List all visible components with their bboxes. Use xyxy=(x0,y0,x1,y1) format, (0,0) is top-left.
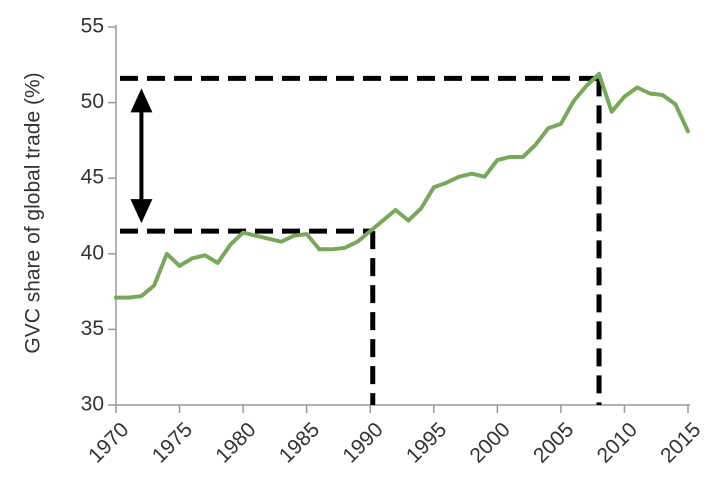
x-tick-label: 1975 xyxy=(148,418,197,467)
reference-lines xyxy=(120,75,602,405)
y-tick-label: 35 xyxy=(81,317,104,340)
x-tick-label: 2000 xyxy=(465,418,514,467)
y-tick-label: 40 xyxy=(81,241,104,264)
x-tick-label: 2010 xyxy=(593,418,642,467)
x-tick-label: 1995 xyxy=(402,418,451,467)
series-group xyxy=(114,71,690,300)
axes xyxy=(115,25,690,406)
x-tick-label: 1970 xyxy=(84,418,133,467)
x-tick-label: 2005 xyxy=(529,418,578,467)
y-tick-label: 30 xyxy=(81,393,104,416)
y-axis-title: GVC share of global trade (%) xyxy=(22,72,45,353)
x-tick-label: 1990 xyxy=(338,418,387,467)
double-arrow-head-up xyxy=(130,88,153,113)
y-axis-ticks: 30 35 40 45 50 55 xyxy=(81,15,116,416)
double-arrow-head-down xyxy=(130,199,153,224)
x-axis-ticks: 1970 1975 1980 1985 1990 1995 2000 2005 2010 2015 xyxy=(84,405,705,467)
double-arrow-annotation xyxy=(130,88,153,224)
y-tick-label: 50 xyxy=(81,90,104,113)
y-tick-label: 45 xyxy=(81,166,104,189)
y-tick-label: 55 xyxy=(81,15,104,38)
x-tick-label: 1985 xyxy=(275,418,324,467)
x-tick-label: 2015 xyxy=(656,418,705,467)
y-axis-title-group: GVC share of global trade (%) xyxy=(22,72,45,353)
x-tick-label: 1980 xyxy=(211,418,260,467)
series-line-0 xyxy=(114,71,690,300)
